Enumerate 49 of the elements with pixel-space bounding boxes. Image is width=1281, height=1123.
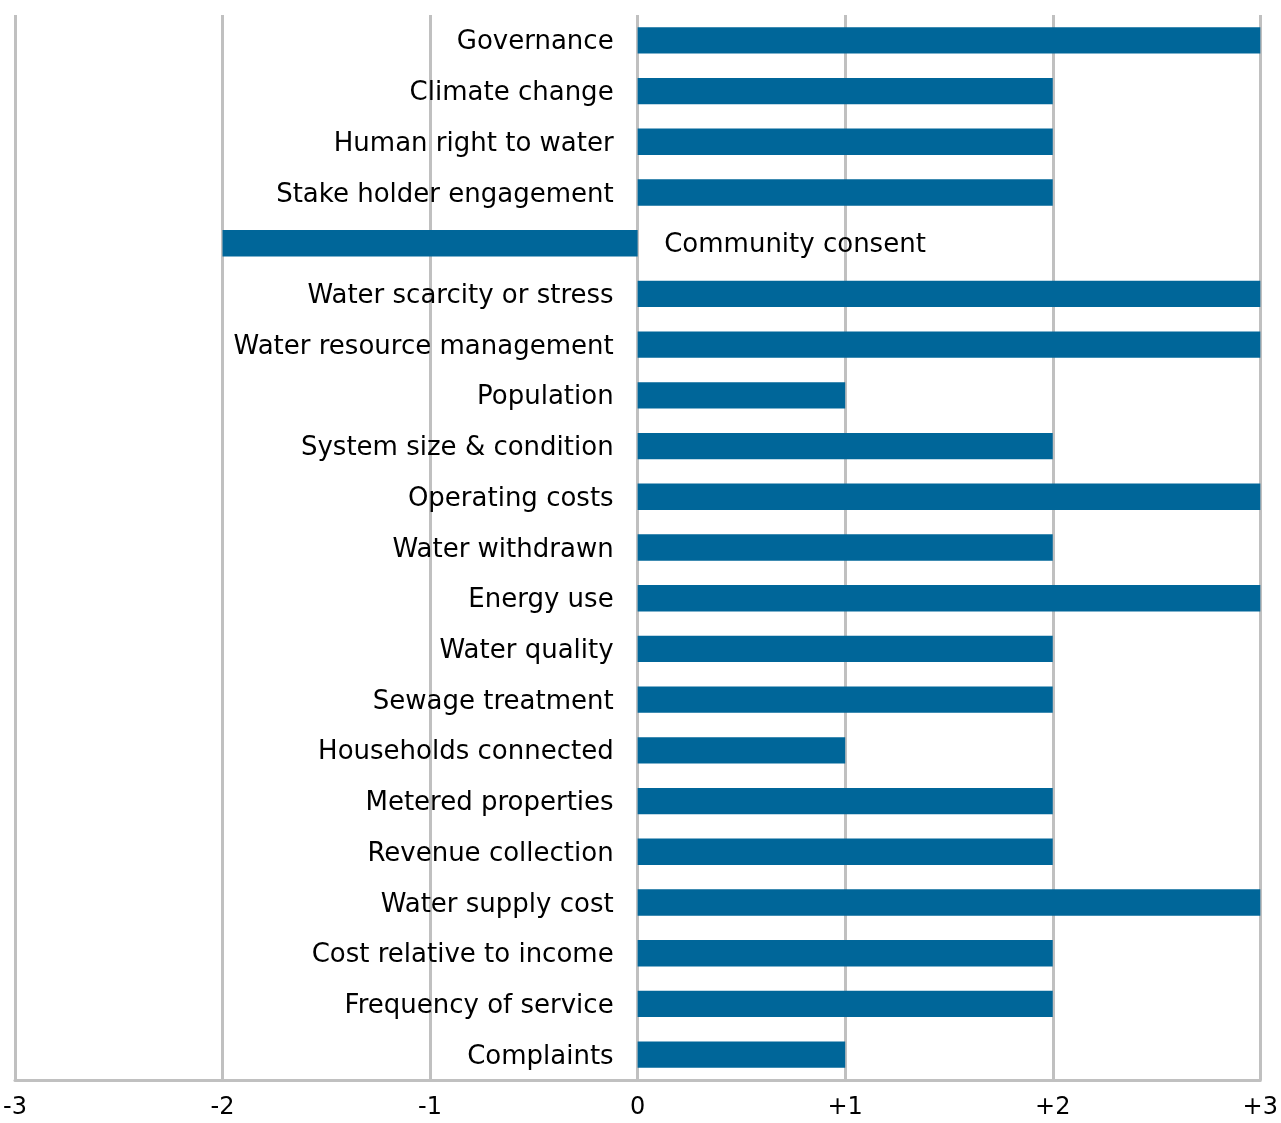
bar <box>637 483 1261 510</box>
y-tick-label: Operating costs <box>407 481 614 512</box>
x-tick-label: 0 <box>630 1092 646 1120</box>
y-tick-label: Energy use <box>468 583 614 614</box>
bar <box>637 534 1053 561</box>
bar <box>637 585 1261 612</box>
y-tick-label: Complaints <box>467 1039 614 1070</box>
bar <box>637 1041 846 1068</box>
bar <box>637 280 1261 308</box>
y-tick-label: Revenue collection <box>367 836 614 867</box>
y-tick-label: Human right to water <box>333 126 614 157</box>
bar <box>637 27 1261 54</box>
bar <box>637 889 1261 916</box>
bar <box>637 179 1053 206</box>
bar <box>222 230 638 257</box>
y-tick-label: Water scarcity or stress <box>307 278 614 309</box>
bar <box>637 128 1053 155</box>
bar <box>637 432 1053 460</box>
y-tick-label: Sewage treatment <box>372 684 614 715</box>
y-tick-label: Water resource management <box>233 329 614 360</box>
y-tick-label: Metered properties <box>365 786 614 817</box>
x-tick-label: +1 <box>827 1092 863 1120</box>
bar <box>637 940 1053 967</box>
y-tick-label: Community consent <box>664 228 926 259</box>
y-tick-label: Governance <box>456 25 614 56</box>
y-tick-label: Water withdrawn <box>392 532 614 563</box>
y-tick-label: Cost relative to income <box>311 938 614 969</box>
y-tick-label: System size & condition <box>300 431 614 462</box>
bar <box>637 686 1053 713</box>
x-tick-label: -3 <box>3 1092 27 1120</box>
bar <box>637 990 1053 1018</box>
y-tick-label: Water quality <box>439 633 614 664</box>
y-tick-label: Water supply cost <box>380 887 614 918</box>
bar <box>637 331 1261 358</box>
y-tick-label: Households connected <box>318 735 614 766</box>
y-tick-label: Population <box>477 380 614 411</box>
y-tick-label: Climate change <box>409 76 614 107</box>
bar <box>637 787 1053 815</box>
bar <box>637 635 1053 663</box>
x-tick-label: +2 <box>1035 1092 1071 1120</box>
bar <box>637 77 1053 105</box>
bar <box>637 838 1053 865</box>
y-tick-label: Stake holder engagement <box>276 177 614 208</box>
x-tick-label: -2 <box>210 1092 235 1120</box>
x-tick-label: -1 <box>418 1092 443 1120</box>
x-tick-label: +3 <box>1242 1092 1279 1120</box>
y-tick-label: Frequency of service <box>344 988 614 1019</box>
bar <box>637 737 846 764</box>
bar <box>637 382 846 409</box>
